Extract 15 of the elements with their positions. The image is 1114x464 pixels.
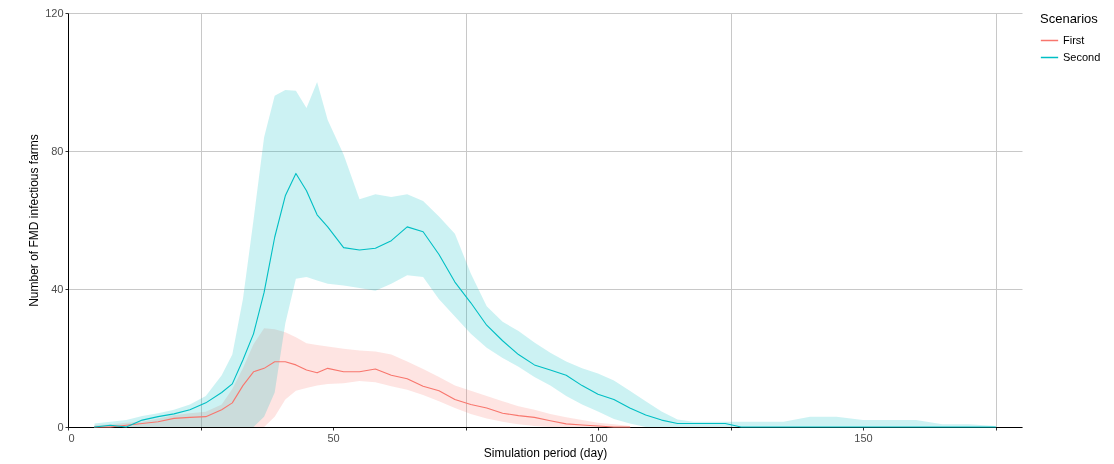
y-tick-label: 40 bbox=[51, 282, 64, 295]
legend-label: Second bbox=[1063, 50, 1101, 63]
x-tick-label: 50 bbox=[327, 431, 340, 444]
x-tick-label: 150 bbox=[854, 431, 873, 444]
x-tick-label: 0 bbox=[68, 431, 75, 444]
x-axis-title: Simulation period (day) bbox=[483, 445, 608, 460]
legend-title: Scenarios bbox=[1040, 11, 1099, 26]
line-series bbox=[93, 172, 997, 428]
y-axis-title: Number of FMD infectious farms bbox=[27, 134, 42, 307]
y-tick-label: 120 bbox=[45, 6, 64, 19]
x-tick-label: 100 bbox=[589, 431, 608, 444]
line-series bbox=[93, 361, 631, 428]
y-tick-label: 80 bbox=[51, 144, 64, 157]
y-tick-label: 0 bbox=[57, 420, 64, 433]
legend-label: First bbox=[1063, 33, 1085, 46]
